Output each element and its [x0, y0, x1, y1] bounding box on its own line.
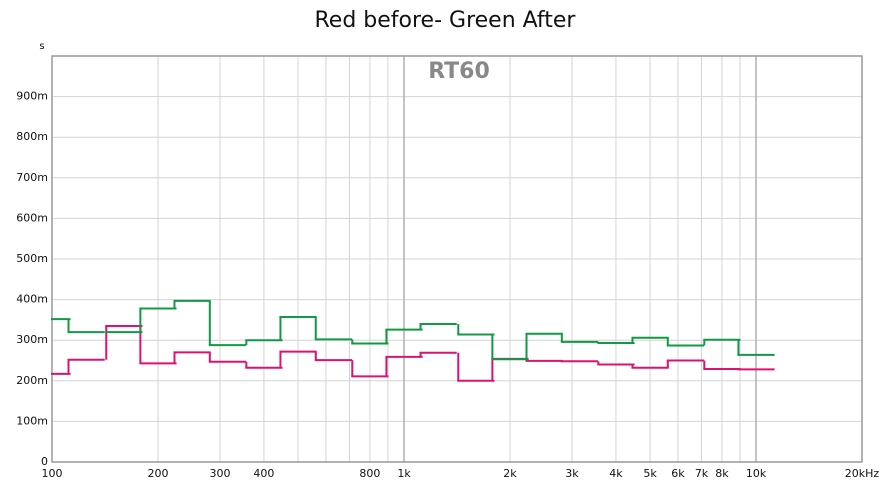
x-tick-label: 10k: [746, 467, 767, 480]
y-tick-label: 0: [41, 455, 48, 468]
y-tick-label: 900m: [16, 90, 48, 103]
y-tick-label: 300m: [16, 333, 48, 346]
x-tick-label: 4k: [609, 467, 623, 480]
x-tick-label: 800: [359, 467, 380, 480]
x-tick-label: 3k: [565, 467, 579, 480]
x-tick-label: 6k: [671, 467, 685, 480]
x-tick-label: 7k: [695, 467, 709, 480]
x-tick-label: 200: [147, 467, 168, 480]
y-tick-label: 400m: [16, 293, 48, 306]
y-tick-label: 500m: [16, 252, 48, 265]
x-tick-label: 300: [209, 467, 230, 480]
x-tick-label: 2k: [503, 467, 517, 480]
x-tick-label: 8k: [715, 467, 729, 480]
watermark: RT60: [428, 59, 490, 84]
x-tick-label: 400: [253, 467, 274, 480]
y-tick-label: 100m: [16, 414, 48, 427]
plot-border: [51, 55, 863, 463]
chart-title: Red before- Green After: [315, 8, 577, 33]
x-tick-label: 1k: [397, 467, 411, 480]
y-unit: s: [39, 41, 44, 52]
y-tick-label: 700m: [16, 171, 48, 184]
x-tick-label: 100: [42, 467, 63, 480]
y-tick-label: 600m: [16, 211, 48, 224]
y-tick-label: 800m: [16, 130, 48, 143]
x-tick-label: 20kHz: [845, 467, 880, 480]
y-tick-label: 200m: [16, 374, 48, 387]
x-tick-label: 5k: [643, 467, 657, 480]
